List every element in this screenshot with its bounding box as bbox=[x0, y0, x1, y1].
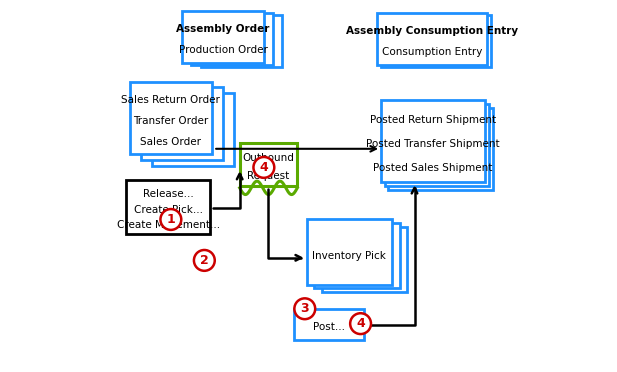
Text: Assembly Order: Assembly Order bbox=[176, 24, 270, 34]
Text: Request: Request bbox=[247, 171, 289, 181]
Text: 4: 4 bbox=[356, 317, 365, 330]
Text: Consumption Entry: Consumption Entry bbox=[382, 47, 482, 57]
FancyBboxPatch shape bbox=[130, 82, 212, 154]
Text: Sales Return Order: Sales Return Order bbox=[122, 94, 220, 105]
Text: Production Order: Production Order bbox=[178, 45, 267, 55]
Text: 3: 3 bbox=[300, 302, 309, 315]
Circle shape bbox=[350, 313, 371, 334]
FancyBboxPatch shape bbox=[378, 13, 487, 65]
Text: Inventory Pick: Inventory Pick bbox=[312, 251, 386, 261]
Text: 2: 2 bbox=[200, 254, 209, 267]
Circle shape bbox=[194, 250, 215, 271]
FancyBboxPatch shape bbox=[191, 13, 273, 65]
FancyBboxPatch shape bbox=[239, 143, 297, 186]
Text: 4: 4 bbox=[260, 161, 268, 174]
Text: Transfer Order: Transfer Order bbox=[133, 116, 209, 126]
Circle shape bbox=[294, 298, 315, 319]
Text: Posted Transfer Shipment: Posted Transfer Shipment bbox=[366, 139, 500, 149]
Text: Posted Sales Shipment: Posted Sales Shipment bbox=[373, 163, 493, 173]
Text: Post...: Post... bbox=[313, 322, 345, 332]
Text: Create Movement...: Create Movement... bbox=[117, 220, 220, 230]
Text: Create Pick...: Create Pick... bbox=[133, 205, 202, 215]
FancyBboxPatch shape bbox=[381, 15, 491, 67]
Text: Outbound: Outbound bbox=[242, 153, 294, 163]
FancyBboxPatch shape bbox=[321, 227, 407, 292]
FancyBboxPatch shape bbox=[385, 104, 489, 186]
FancyBboxPatch shape bbox=[307, 219, 392, 285]
FancyBboxPatch shape bbox=[294, 309, 364, 340]
FancyBboxPatch shape bbox=[141, 87, 223, 160]
FancyBboxPatch shape bbox=[389, 108, 492, 190]
FancyBboxPatch shape bbox=[182, 11, 264, 63]
Text: Release...: Release... bbox=[143, 189, 194, 199]
Text: Assembly Consumption Entry: Assembly Consumption Entry bbox=[346, 26, 518, 36]
Text: 1: 1 bbox=[167, 213, 175, 226]
Circle shape bbox=[254, 157, 275, 178]
FancyBboxPatch shape bbox=[314, 223, 400, 288]
FancyBboxPatch shape bbox=[126, 180, 210, 234]
FancyBboxPatch shape bbox=[152, 93, 234, 166]
FancyBboxPatch shape bbox=[381, 100, 485, 182]
Text: Posted Return Shipment: Posted Return Shipment bbox=[370, 115, 496, 125]
FancyBboxPatch shape bbox=[201, 15, 283, 67]
Text: Sales Order: Sales Order bbox=[140, 137, 201, 147]
Circle shape bbox=[160, 209, 181, 230]
